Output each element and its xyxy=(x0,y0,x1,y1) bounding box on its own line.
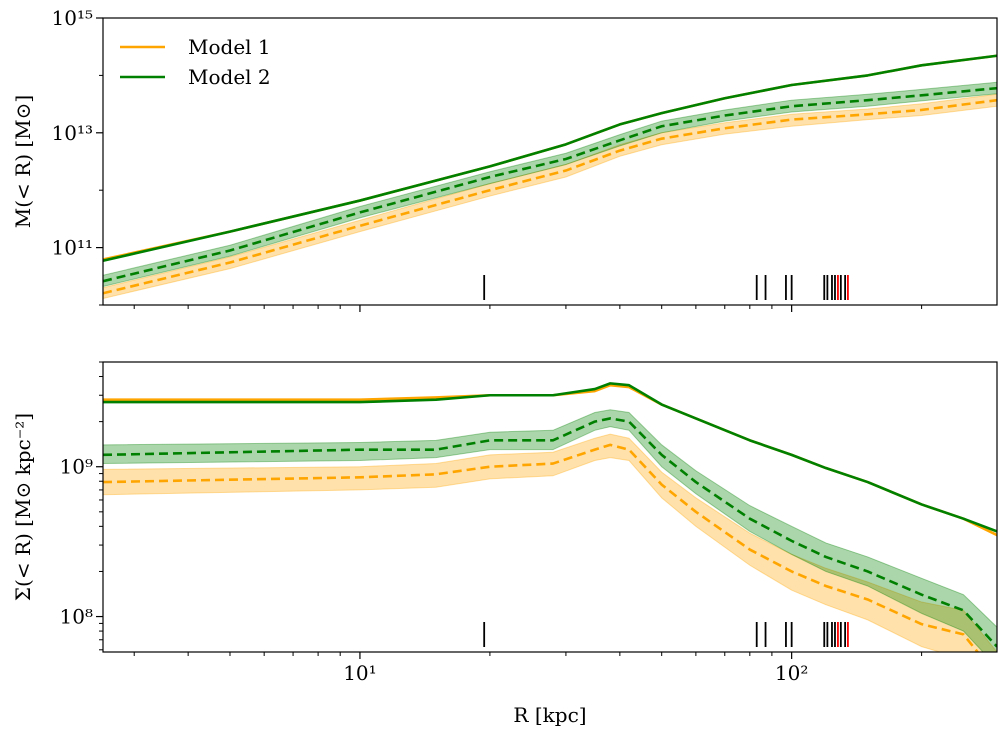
uncertainty-band xyxy=(103,93,997,299)
y-tick-label: 10¹¹ xyxy=(52,236,93,260)
solid-line xyxy=(103,54,997,263)
uncertainty-band xyxy=(103,409,997,652)
plot-area xyxy=(103,382,997,652)
y-tick-label: 10¹³ xyxy=(52,121,93,145)
uncertainty-band xyxy=(103,433,997,652)
dashed-line xyxy=(103,417,997,648)
x-tick-label: 10¹ xyxy=(343,661,376,685)
y-tick-label: 10⁹ xyxy=(60,455,93,479)
dashed-line xyxy=(103,86,997,283)
solid-line xyxy=(103,382,997,533)
dashed-line xyxy=(103,443,980,652)
dashed-line xyxy=(103,98,997,295)
y-axis-label: Σ(< R) [M⊙ kpc⁻²] xyxy=(11,413,35,601)
x-axis-label: R [kpc] xyxy=(513,703,586,727)
uncertainty-band xyxy=(103,81,997,288)
y-tick-label: 10¹⁵ xyxy=(52,6,93,30)
y-axis-label: M(< R) [M⊙] xyxy=(11,95,35,228)
axes-frame xyxy=(102,17,998,306)
legend-label: Model 1 xyxy=(188,35,271,59)
x-tick-label: 10² xyxy=(775,661,808,685)
plot-area xyxy=(103,54,997,300)
y-tick-label: 10⁸ xyxy=(60,605,93,629)
axes-frame xyxy=(102,361,998,653)
legend-label: Model 2 xyxy=(188,65,271,89)
